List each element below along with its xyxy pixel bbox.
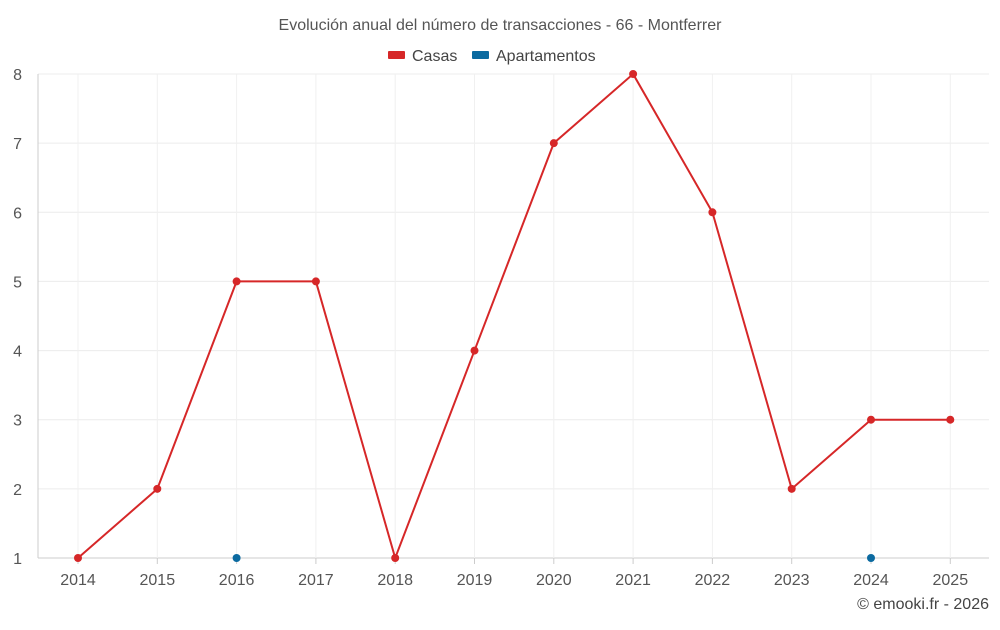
- y-tick-label: 1: [13, 551, 22, 568]
- legend-swatch-casas: [388, 51, 405, 59]
- x-tick-label: 2020: [536, 572, 572, 589]
- data-point-apartamentos[interactable]: [867, 554, 875, 562]
- data-point-casas[interactable]: [74, 554, 82, 562]
- data-point-casas[interactable]: [787, 484, 796, 493]
- axes: 1 2 3 4 5 6 7 8 2014 2015 2016 2017 2018 2019 2020 2021…: [13, 67, 968, 589]
- chart-title: Evolución anual del número de transaccio…: [279, 17, 723, 34]
- y-tick-label: 2: [13, 482, 22, 499]
- x-tick-label: 2014: [60, 572, 96, 589]
- footer-credit: © emooki.fr - 2026: [857, 596, 989, 613]
- x-tick-label: 2021: [615, 572, 651, 589]
- data-point-casas[interactable]: [153, 484, 162, 493]
- legend-label-casas[interactable]: Casas: [412, 48, 457, 65]
- data-point-casas[interactable]: [391, 554, 400, 562]
- data-point-casas[interactable]: [549, 139, 558, 148]
- data-point-apartamentos[interactable]: [232, 554, 241, 562]
- series-layer: [74, 70, 955, 562]
- y-tick-label: 3: [13, 413, 22, 430]
- x-tick-label: 2019: [457, 572, 493, 589]
- x-tick-label: 2016: [219, 572, 255, 589]
- y-tick-label: 7: [13, 136, 22, 153]
- legend: Casas Apartamentos: [388, 48, 596, 65]
- data-point-casas[interactable]: [629, 70, 638, 78]
- data-point-casas[interactable]: [232, 277, 241, 286]
- data-point-casas[interactable]: [708, 208, 717, 217]
- grid: [38, 73, 989, 559]
- x-tick-label: 2015: [140, 572, 176, 589]
- legend-swatch-apartamentos: [472, 51, 489, 59]
- y-tick-label: 6: [13, 205, 22, 222]
- x-tick-label: 2024: [853, 572, 889, 589]
- data-point-casas[interactable]: [311, 277, 320, 286]
- x-tick-label: 2022: [695, 572, 731, 589]
- x-tick-label: 2023: [774, 572, 810, 589]
- x-tick-label: 2025: [933, 572, 969, 589]
- y-tick-label: 5: [13, 274, 22, 291]
- y-tick-label: 4: [13, 344, 22, 361]
- data-point-casas[interactable]: [946, 415, 955, 424]
- legend-label-apartamentos[interactable]: Apartamentos: [496, 48, 596, 65]
- data-point-casas[interactable]: [867, 415, 875, 424]
- y-tick-label: 8: [13, 67, 22, 84]
- series-line-casas: [77, 72, 951, 562]
- data-point-casas[interactable]: [470, 346, 479, 355]
- x-tick-label: 2017: [298, 572, 334, 589]
- x-tick-label: 2018: [377, 572, 413, 589]
